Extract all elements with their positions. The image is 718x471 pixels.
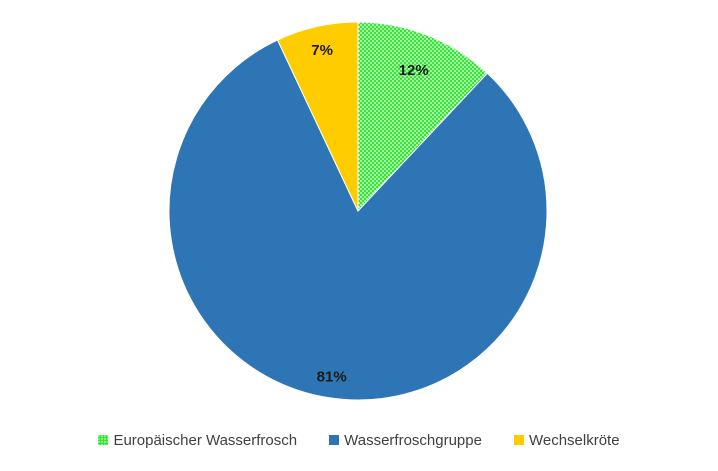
data-label-europ-ischer-wasserfrosch: 12%: [399, 62, 429, 79]
data-label-wechselkr-te: 7%: [311, 42, 333, 59]
legend-item-wasserfroschgruppe: Wasserfroschgruppe: [329, 432, 482, 449]
pie-slice-europ-ischer-wasserfrosch: [357, 21, 489, 213]
legend-item-wechselkr-te: Wechselkröte: [513, 431, 620, 449]
pie-data-labels: 12% 81% 7%: [311, 42, 428, 386]
legend-label: Europäischer Wasserfrosch: [113, 431, 298, 449]
legend: Europäischer Wasserfrosch Wasserfroschgru…: [0, 428, 718, 452]
pie-slice-wasserfroschgruppe: [168, 39, 548, 401]
legend-label: Wasserfroschgruppe: [344, 431, 482, 449]
legend-label: Wechselkröte: [528, 431, 620, 449]
pie-slice-wechselkr-te: [276, 21, 359, 212]
pie-slices: [168, 21, 548, 401]
legend-swatch: [329, 435, 340, 445]
legend-swatch: [98, 435, 109, 445]
legend-item-europ-ischer-wasserfrosch: Europäischer Wasserfrosch: [98, 432, 297, 449]
data-label-wasserfroschgruppe: 81%: [317, 369, 347, 386]
legend-swatch: [513, 435, 524, 445]
